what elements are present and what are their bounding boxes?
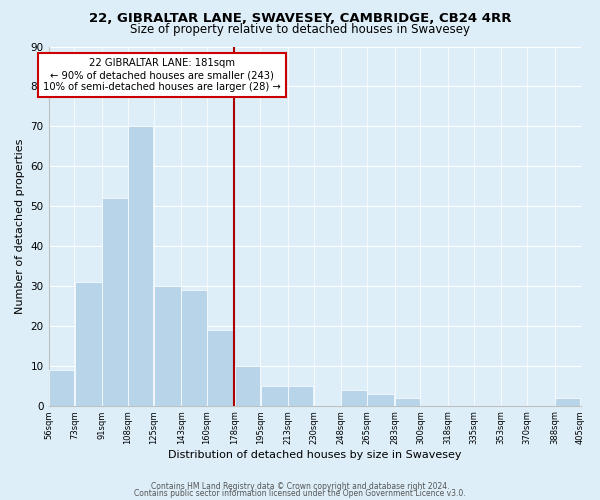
Bar <box>341 390 367 406</box>
Bar <box>288 386 313 406</box>
Bar <box>49 370 74 406</box>
Bar <box>154 286 181 406</box>
Bar <box>395 398 420 406</box>
Bar <box>235 366 260 406</box>
Text: 22 GIBRALTAR LANE: 181sqm
← 90% of detached houses are smaller (243)
10% of semi: 22 GIBRALTAR LANE: 181sqm ← 90% of detac… <box>43 58 281 92</box>
Bar <box>128 126 154 406</box>
Bar <box>75 282 101 406</box>
Bar <box>260 386 287 406</box>
Bar <box>367 394 394 406</box>
X-axis label: Distribution of detached houses by size in Swavesey: Distribution of detached houses by size … <box>168 450 461 460</box>
Bar <box>555 398 580 406</box>
Text: Size of property relative to detached houses in Swavesey: Size of property relative to detached ho… <box>130 22 470 36</box>
Bar <box>208 330 234 406</box>
Text: 22, GIBRALTAR LANE, SWAVESEY, CAMBRIDGE, CB24 4RR: 22, GIBRALTAR LANE, SWAVESEY, CAMBRIDGE,… <box>89 12 511 26</box>
Bar <box>102 198 128 406</box>
Bar <box>181 290 207 406</box>
Text: Contains public sector information licensed under the Open Government Licence v3: Contains public sector information licen… <box>134 489 466 498</box>
Text: Contains HM Land Registry data © Crown copyright and database right 2024.: Contains HM Land Registry data © Crown c… <box>151 482 449 491</box>
Y-axis label: Number of detached properties: Number of detached properties <box>15 138 25 314</box>
